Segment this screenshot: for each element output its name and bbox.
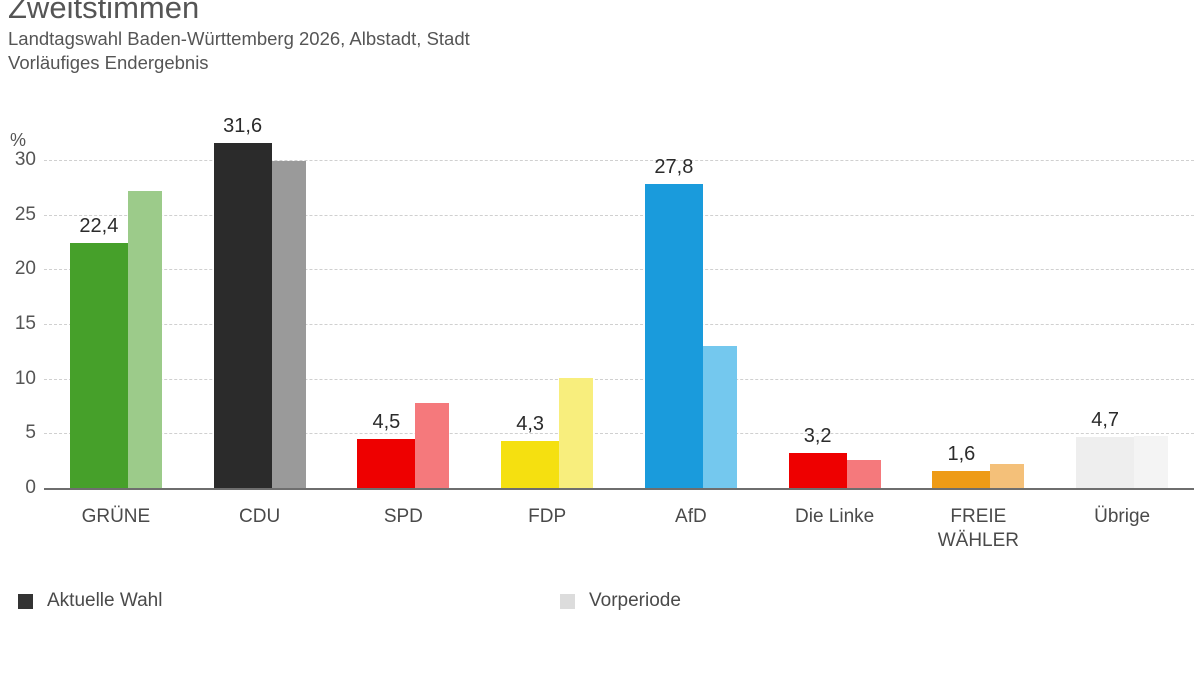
y-tick-label: 20: [14, 258, 36, 280]
gridline: [44, 378, 1194, 380]
bar-value-label: 1,6: [947, 442, 976, 465]
x-tick-label: FDP: [528, 506, 567, 527]
gridline: [44, 269, 1194, 271]
gridline: [44, 433, 1194, 435]
bar-value-label: 4,3: [516, 412, 545, 435]
y-axis-unit: %: [10, 130, 27, 150]
bar-value-label: 4,5: [372, 410, 401, 433]
bar-value-label: 31,6: [223, 114, 263, 137]
y-tick-label: 25: [14, 203, 36, 225]
legend-swatch-previous: [560, 593, 575, 609]
bar-current[interactable]: [357, 438, 416, 488]
x-axis-line: [44, 488, 1194, 490]
x-tick-label: AfD: [675, 506, 707, 527]
gridline: [44, 214, 1194, 216]
legend-label-current: Aktuelle Wahl: [47, 590, 163, 611]
bar-current[interactable]: [1076, 436, 1135, 488]
y-tick-label: 30: [14, 149, 36, 170]
bar-current[interactable]: [644, 184, 703, 488]
x-tick-label: GRÜNE: [81, 506, 151, 527]
legend-swatch-current: [18, 593, 33, 609]
chart-note: Vorläufiges Endergebnis: [8, 52, 209, 73]
legend-label-previous: Vorperiode: [589, 590, 681, 611]
bar-current[interactable]: [788, 453, 847, 488]
bars-layer: [69, 142, 1169, 488]
x-tick-label: SPD: [383, 506, 423, 527]
gridline: [44, 160, 1194, 161]
bar-current[interactable]: [69, 243, 128, 488]
x-tick-label: CDU: [239, 506, 281, 527]
bar-value-label: 4,7: [1091, 408, 1120, 431]
bar-previous[interactable]: [559, 377, 594, 488]
y-tick-label: 15: [14, 313, 36, 334]
legend-item-previous[interactable]: Vorperiode: [560, 590, 681, 612]
bar-value-label: 27,8: [654, 156, 694, 179]
x-tick-label: Die Linke: [795, 506, 875, 527]
bar-value-label: 3,2: [803, 425, 832, 447]
x-tick-label: FREIE WÄHLER: [937, 506, 1020, 551]
bar-current[interactable]: [932, 470, 991, 488]
bar-value-label: 22,4: [79, 215, 119, 238]
y-tick-label: 0: [25, 477, 36, 498]
x-tick-label: Übrige: [1094, 506, 1151, 527]
page-title: Zweitstimmen: [8, 0, 200, 25]
bar-previous[interactable]: [271, 161, 306, 488]
bar-previous[interactable]: [990, 463, 1025, 488]
bar-previous[interactable]: [702, 345, 737, 488]
bar-previous[interactable]: [127, 190, 162, 488]
gridline: [44, 324, 1194, 325]
y-tick-label: 5: [25, 422, 36, 444]
bar-current[interactable]: [501, 441, 560, 488]
chart-subtitle: Landtagswahl Baden-Württemberg 2026, Alb…: [8, 28, 470, 49]
legend-item-current[interactable]: Aktuelle Wahl: [18, 590, 162, 612]
chart-header: Zweitstimmen Landtagswahl Baden-Württemb…: [8, 0, 1008, 75]
bar-previous[interactable]: [415, 402, 450, 488]
y-tick-label: 10: [14, 367, 36, 389]
chart-legend: Aktuelle Wahl Vorperiode: [0, 585, 1200, 625]
bar-previous[interactable]: [1134, 435, 1169, 488]
bar-previous[interactable]: [846, 459, 881, 488]
bar-current[interactable]: [213, 142, 272, 488]
